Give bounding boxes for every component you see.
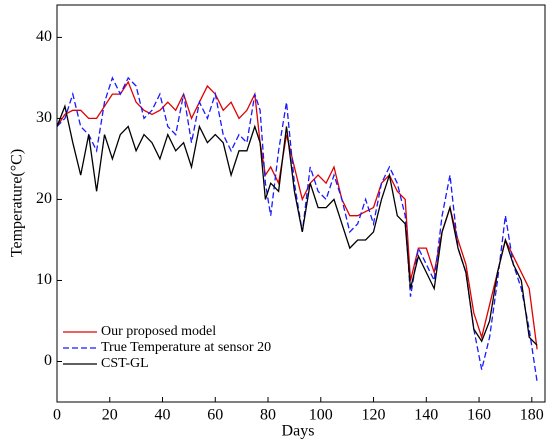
legend-label: CST-GL — [101, 356, 149, 371]
legend-label: Our proposed model — [101, 324, 216, 339]
series-line — [56, 76, 538, 382]
legend-label: True Temperature at sensor 20 — [101, 340, 271, 355]
x-tick-label: 140 — [414, 407, 438, 424]
y-tick-label: 20 — [36, 190, 52, 207]
x-tick-label: 100 — [309, 407, 333, 424]
x-tick-label: 60 — [207, 407, 223, 424]
x-tick-label: 180 — [520, 407, 544, 424]
y-axis-label: Temperature(°C) — [9, 149, 26, 257]
x-axis-label: Days — [282, 423, 315, 440]
x-tick-label: 80 — [260, 407, 276, 424]
y-tick-label: 40 — [36, 28, 52, 45]
series-line — [56, 80, 538, 350]
x-tick-label: 120 — [362, 407, 386, 424]
x-tick-label: 0 — [53, 407, 61, 424]
x-tick-label: 160 — [467, 407, 491, 424]
y-tick-label: 0 — [44, 352, 52, 369]
plot-frame — [56, 4, 546, 403]
x-tick-label: 40 — [155, 407, 171, 424]
y-tick-label: 10 — [36, 271, 52, 288]
x-tick-label: 20 — [102, 407, 118, 424]
y-tick-label: 30 — [36, 109, 52, 126]
series-line — [56, 104, 538, 346]
